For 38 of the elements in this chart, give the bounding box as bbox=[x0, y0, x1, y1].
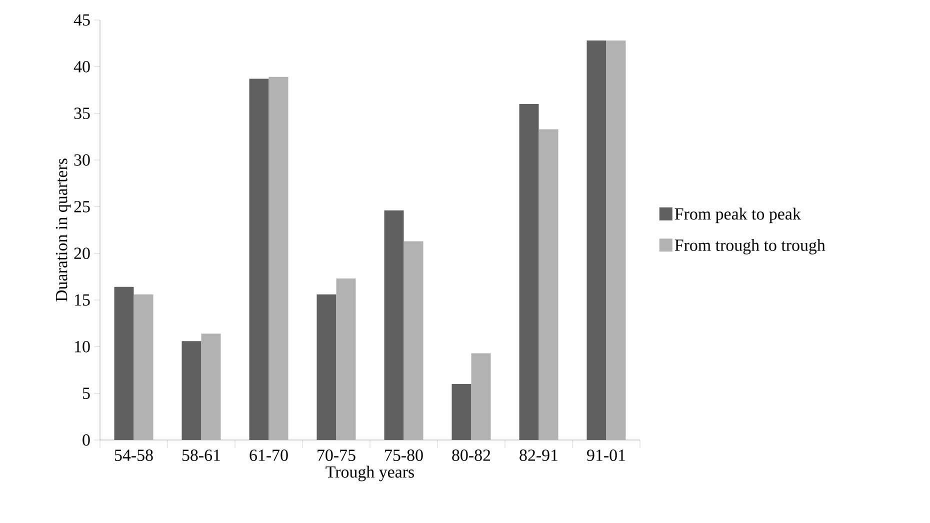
bar bbox=[268, 76, 288, 440]
x-tick-label: 54-58 bbox=[114, 450, 153, 461]
legend-label: From peak to peak bbox=[674, 208, 801, 224]
x-tick-label: 58-61 bbox=[182, 450, 220, 461]
x-tick-label: 75-80 bbox=[385, 450, 423, 461]
bar bbox=[384, 210, 404, 440]
y-tick-label: 5 bbox=[82, 388, 90, 399]
bar bbox=[336, 278, 356, 440]
y-tick-label: 40 bbox=[74, 60, 90, 72]
legend-label: From trough to trough bbox=[674, 238, 826, 254]
y-tick-label: 35 bbox=[74, 108, 90, 120]
y-tick-label: 45 bbox=[74, 14, 90, 26]
bar bbox=[538, 129, 558, 440]
bar bbox=[182, 341, 202, 440]
bar bbox=[201, 334, 221, 440]
bar bbox=[316, 294, 336, 440]
bar bbox=[404, 241, 424, 440]
y-tick-label: 15 bbox=[75, 294, 90, 306]
y-tick-label: 25 bbox=[74, 200, 90, 212]
bar bbox=[249, 78, 269, 440]
bar bbox=[519, 104, 539, 440]
y-tick-label: 30 bbox=[74, 154, 90, 166]
y-tick-label: 0 bbox=[82, 434, 90, 446]
x-tick-label: 61-70 bbox=[250, 450, 288, 461]
x-tick-label: 70-75 bbox=[318, 450, 356, 461]
y-tick-label: 10 bbox=[75, 340, 90, 352]
bar bbox=[134, 294, 154, 440]
bar bbox=[471, 353, 491, 440]
x-tick-label: 91-01 bbox=[587, 450, 625, 461]
y-tick-label: 20 bbox=[74, 248, 90, 260]
x-axis-title: Trough years bbox=[326, 466, 414, 482]
bar bbox=[586, 40, 606, 440]
bar bbox=[114, 286, 134, 440]
x-tick-label: 80-82 bbox=[452, 450, 490, 461]
y-axis-title: Duaration in quarters bbox=[56, 158, 71, 302]
x-tick-label: 82-91 bbox=[520, 450, 558, 461]
bar bbox=[452, 384, 472, 440]
bar bbox=[606, 40, 626, 440]
